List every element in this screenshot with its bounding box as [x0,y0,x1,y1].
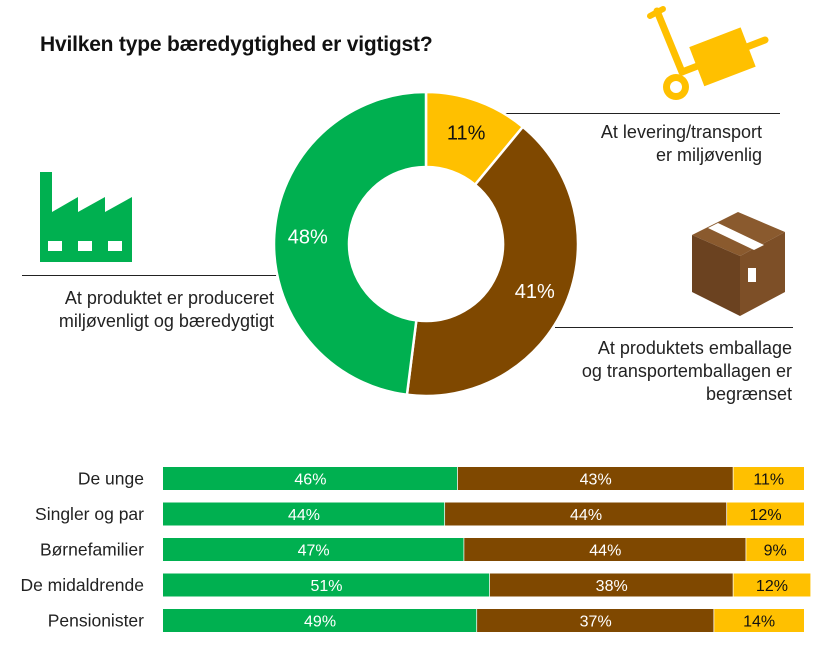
bar-segment [477,609,715,632]
bar-segment [733,467,804,490]
delivery-label: At levering/transport er miljøvenlig [540,121,762,167]
bar-value-label: 43% [580,472,612,489]
bar-value-label: 44% [589,543,621,560]
bar-value-label: 51% [310,578,342,595]
bar-segment [163,538,465,561]
donut-slice-label: 48% [288,227,328,249]
chart-title: Hvilken type bæredygtighed er vigtigst? [40,33,433,56]
bar-value-label: 37% [580,614,612,631]
row-label: De unge [78,469,144,489]
bar-segment [163,467,458,490]
bar-value-label: 47% [298,543,330,560]
bar-value-label: 9% [764,543,787,560]
row-label: Singler og par [35,504,144,524]
bar-value-label: 44% [570,507,602,524]
delivery-leader-line [500,113,780,114]
row-label: De midaldrende [20,575,144,595]
bar-value-label: 44% [288,507,320,524]
donut-slice-label: 41% [515,281,555,303]
packaging-label: At produktets emballage og transportemba… [520,337,792,406]
packaging-leader-line [555,327,793,328]
bar-segment [464,538,747,561]
bar-segment [163,609,478,632]
bar-segment [489,573,734,597]
product-label-line-2: miljøvenligt og bæredygtigt [58,311,274,331]
bar-segment [457,467,734,490]
delivery-label-line-2: er miljøvenlig [655,145,762,165]
packaging-label-line-1: At produktets emballage [597,338,792,358]
product-label-line-1: At produktet er produceret [64,288,274,308]
bar-value-label: 14% [743,614,775,631]
bar-value-label: 49% [304,614,336,631]
bar-value-label: 46% [294,472,326,489]
donut-slice [272,90,428,397]
row-label: Pensionister [48,611,144,631]
delivery-label-line-1: At levering/transport [600,122,762,142]
bar-value-label: 11% [753,472,784,489]
bar-value-label: 38% [596,578,628,595]
bar-segment [733,573,811,597]
donut-slice [405,125,580,398]
bar-segment [163,573,490,597]
packaging-label-line-3: begrænset [705,384,792,404]
product-label: At produktet er produceret miljøvenligt … [22,287,274,333]
donut-slice-label: 11% [447,123,486,145]
cardboard-box-icon [692,212,785,316]
bar-segment [714,609,804,632]
bar-segment [746,538,804,561]
bar-segment [727,502,804,526]
packaging-label-line-2: og transportemballagen er [581,361,792,381]
bar-segment [445,502,728,526]
row-label: Børnefamilier [40,540,144,560]
factory-icon [40,172,132,262]
bar-segment [163,502,446,526]
bar-value-label: 12% [750,507,782,524]
hand-truck-icon [647,6,769,100]
bar-value-label: 12% [756,578,788,595]
product-leader-line [22,275,277,276]
